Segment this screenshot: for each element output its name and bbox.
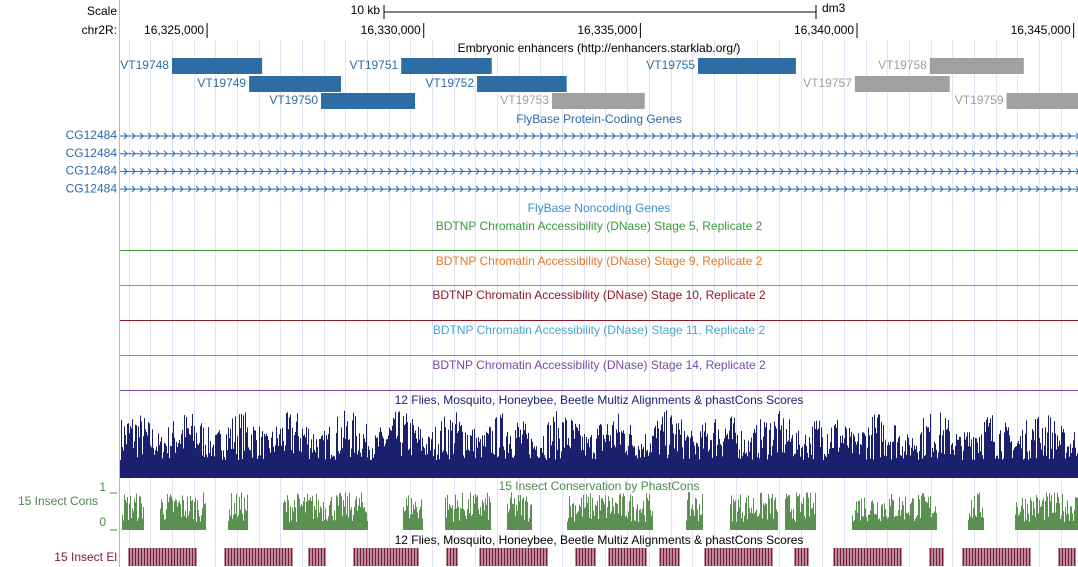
gene-label: CG12484	[66, 164, 118, 178]
track-label: 15 Insect Cons	[18, 494, 98, 508]
enhancer-label: VT19759	[955, 93, 1004, 107]
track-title: BDTNP Chromatin Accessibility (DNase) St…	[433, 323, 766, 337]
enhancer	[249, 76, 341, 92]
track-title: 12 Flies, Mosquito, Honeybee, Beetle Mul…	[395, 393, 804, 407]
enhancer	[929, 58, 1024, 74]
axis-ticks	[110, 492, 117, 531]
enhancer	[321, 93, 416, 109]
enhancer-label: VT19751	[350, 58, 399, 72]
wiggles	[120, 410, 1078, 566]
gene-label: CG12484	[66, 146, 118, 160]
track-title: BDTNP Chromatin Accessibility (DNase) St…	[432, 358, 766, 372]
enhancer	[1006, 93, 1078, 109]
ruler-label: 16,340,000	[794, 23, 854, 37]
gene-label: CG12484	[66, 181, 118, 195]
axis-min: 0	[99, 515, 106, 529]
phastcons-wiggle	[122, 492, 1078, 530]
ruler-label: 16,330,000	[361, 23, 421, 37]
grid	[129, 40, 1062, 567]
scale-size: 10 kb	[351, 3, 381, 17]
gene-model	[120, 132, 1078, 140]
enhancer	[171, 58, 263, 74]
ruler-label: 16,345,000	[1011, 23, 1071, 37]
track-title: BDTNP Chromatin Accessibility (DNase) St…	[436, 254, 763, 268]
enhancer	[854, 76, 950, 92]
multiz-wiggle	[120, 410, 1078, 478]
track-title: FlyBase Noncoding Genes	[528, 201, 671, 215]
gene-model	[120, 150, 1078, 158]
track-label: 15 Insect El	[54, 550, 117, 564]
ruler-label: 16,325,000	[144, 23, 204, 37]
scale-label: Scale	[87, 4, 117, 18]
enhancer	[401, 58, 492, 74]
track-title: 12 Flies, Mosquito, Honeybee, Beetle Mul…	[395, 533, 804, 547]
enhancer	[698, 58, 796, 74]
element-bars	[128, 548, 1076, 566]
gene-label: CG12484	[66, 128, 118, 142]
track-title: Embryonic enhancers (http://enhancers.st…	[458, 41, 741, 55]
enhancer-label: VT19758	[878, 58, 927, 72]
gene-model	[120, 168, 1078, 175]
enhancer-label: VT19755	[646, 58, 695, 72]
enhancer-label: VT19750	[269, 93, 318, 107]
enhancer-label: VT19753	[500, 93, 549, 107]
gene-model	[120, 185, 1078, 193]
ruler-label: 16,335,000	[577, 23, 637, 37]
enhancer-label: VT19752	[425, 76, 474, 90]
enhancer	[477, 76, 567, 92]
chrom-label: chr2R:	[82, 23, 117, 37]
track-title: BDTNP Chromatin Accessibility (DNase) St…	[432, 288, 766, 302]
scale-bar	[383, 5, 817, 19]
enhancer-label: VT19757	[803, 76, 852, 90]
enhancer-label: VT19749	[197, 76, 246, 90]
axis-max: 1	[99, 480, 106, 494]
track-title: 15 Insect Conservation by PhastCons	[499, 479, 700, 493]
enhancer-label: VT19748	[120, 58, 169, 72]
track-title: BDTNP Chromatin Accessibility (DNase) St…	[436, 219, 763, 233]
grid-lines	[129, 40, 1062, 567]
track-title: FlyBase Protein-Coding Genes	[516, 112, 681, 126]
assembly: dm3	[822, 1, 846, 15]
enhancer	[551, 93, 645, 109]
